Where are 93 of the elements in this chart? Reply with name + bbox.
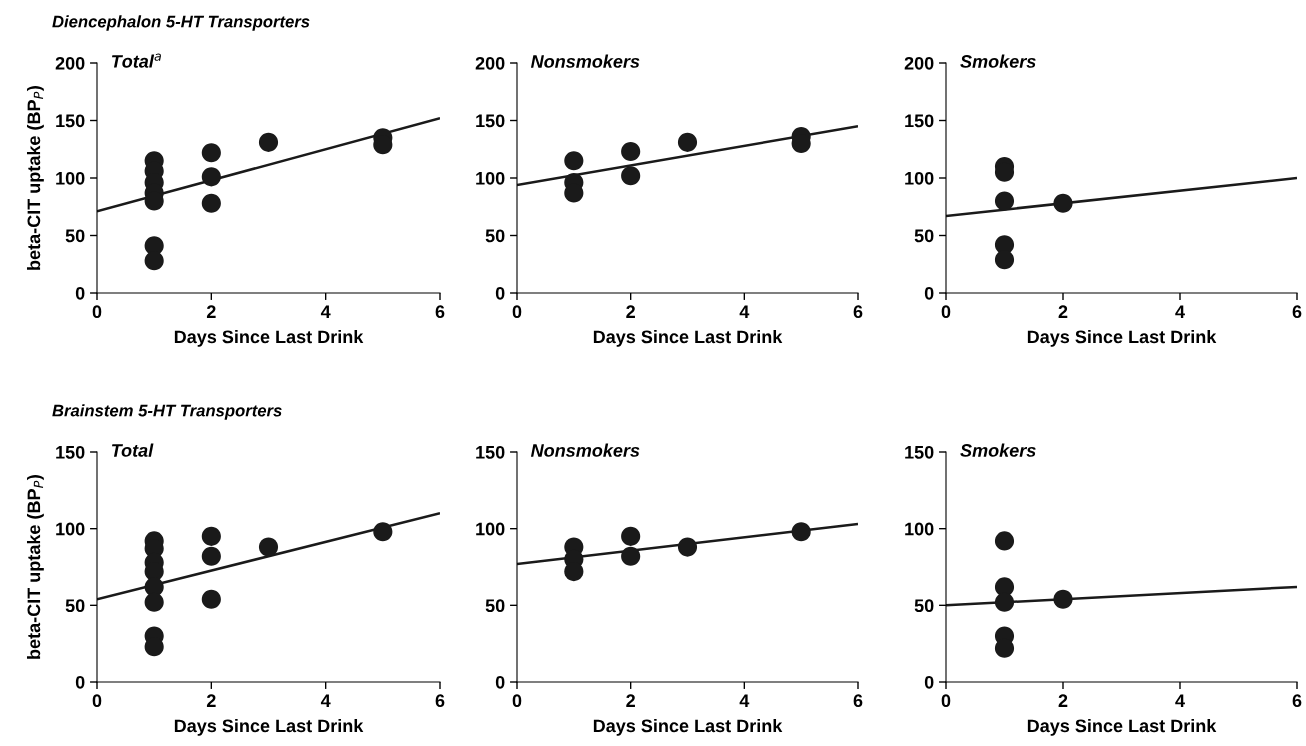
x-tick-label: 0	[512, 694, 522, 708]
chart-subtitle: Total	[112, 443, 154, 457]
point	[621, 166, 641, 186]
x-tick-label: 0	[512, 305, 522, 319]
y-tick-label: 200	[55, 56, 85, 70]
y-tick-label: 150	[56, 114, 85, 128]
point	[994, 531, 1015, 551]
x-axis-title: Days Since Last Drink	[593, 718, 783, 736]
y-tick-label: 100	[476, 522, 505, 536]
x-tick-label: 4	[739, 305, 750, 318]
y-tick-label: 50	[485, 229, 505, 243]
y-axis-title: beta-CIT uptake (BP$_{P}$)	[26, 86, 44, 270]
y-tick-label: 100	[905, 522, 934, 536]
x-tick-label: 2	[626, 694, 635, 707]
x-tick-label: 2	[1058, 694, 1068, 707]
point	[1053, 193, 1073, 213]
point	[201, 193, 221, 213]
point	[201, 167, 221, 187]
point	[677, 537, 698, 557]
y-tick-label: 50	[914, 599, 934, 613]
x-tick-label: 4	[320, 305, 331, 318]
point	[621, 141, 641, 162]
x-tick-label: 6	[1292, 694, 1302, 708]
y-tick-label: 50	[914, 229, 934, 243]
x-tick-label: 4	[320, 694, 331, 707]
x-tick-label: 6	[1292, 305, 1302, 319]
point	[1053, 589, 1073, 609]
point	[994, 191, 1015, 211]
chart-title: Diencephalon 5-HT Transporters	[52, 15, 310, 31]
y-tick-label: 0	[495, 675, 505, 689]
x-tick-label: 6	[435, 305, 445, 319]
y-tick-label: 150	[905, 445, 934, 459]
y-tick-label: 150	[905, 114, 934, 128]
point	[144, 251, 164, 271]
x-tick-label: 4	[739, 694, 750, 707]
point	[621, 546, 641, 566]
x-axis-title: Days Since Last Drink	[1027, 329, 1217, 347]
point	[564, 562, 584, 582]
point	[258, 537, 279, 557]
x-tick-label: 0	[941, 305, 951, 319]
x-tick-label: 0	[92, 694, 102, 708]
y-tick-label: 0	[924, 286, 934, 300]
chart-subtitle: Smokers	[960, 443, 1036, 457]
chart-subtitle: Nonsmokers	[530, 54, 640, 68]
y-tick-label: 0	[495, 286, 505, 300]
y-tick-label: 50	[65, 229, 85, 243]
x-axis-title: Days Since Last Drink	[593, 329, 783, 347]
point	[201, 589, 221, 609]
point	[621, 526, 641, 546]
y-tick-label: 150	[476, 114, 505, 128]
y-axis-title: beta-CIT uptake (BP$_{P}$)	[26, 475, 44, 659]
y-tick-label: 0	[75, 286, 85, 300]
chart-title: Brainstem 5-HT Transporters	[52, 404, 282, 420]
x-tick-label: 6	[435, 694, 445, 708]
point	[994, 592, 1015, 612]
y-tick-label: 200	[475, 56, 505, 70]
point	[201, 526, 221, 546]
x-tick-label: 2	[1058, 305, 1068, 318]
y-tick-label: 100	[905, 171, 934, 185]
chart-subtitle: Nonsmokers	[530, 443, 640, 457]
y-tick-label: 50	[485, 599, 505, 613]
point	[201, 143, 221, 163]
y-tick-label: 100	[476, 171, 505, 185]
x-tick-label: 4	[1175, 305, 1185, 318]
x-axis-title: Days Since Last Drink	[1027, 718, 1217, 736]
y-tick-label: 100	[56, 522, 85, 536]
y-tick-label: 150	[56, 445, 85, 459]
point	[373, 522, 393, 542]
chart-subtitle: Smokers	[960, 54, 1036, 68]
point	[201, 546, 221, 566]
point	[677, 132, 698, 152]
x-tick-label: 2	[206, 305, 216, 318]
y-tick-label: 150	[476, 445, 505, 459]
x-axis-title: Days Since Last Drink	[174, 718, 364, 736]
x-tick-label: 4	[1175, 694, 1185, 707]
x-tick-label: 2	[206, 694, 216, 707]
chart-subtitle: Total$^{a}$	[112, 53, 161, 68]
point	[144, 592, 164, 612]
point	[564, 151, 584, 171]
x-axis-title: Days Since Last Drink	[174, 329, 364, 347]
y-tick-label: 50	[65, 599, 85, 613]
x-tick-label: 0	[941, 694, 951, 708]
y-tick-label: 200	[904, 56, 934, 70]
x-tick-label: 2	[626, 305, 635, 318]
x-tick-label: 6	[853, 694, 863, 708]
point	[994, 250, 1015, 270]
x-tick-label: 0	[92, 305, 102, 319]
y-tick-label: 0	[924, 675, 934, 689]
point	[791, 522, 811, 542]
point	[258, 132, 279, 152]
y-tick-label: 100	[56, 171, 85, 185]
x-tick-label: 6	[853, 305, 863, 319]
y-tick-label: 0	[75, 675, 85, 689]
